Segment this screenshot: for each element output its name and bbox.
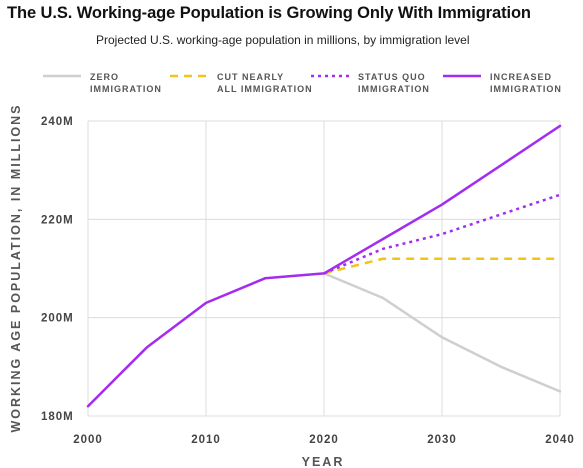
y-tick-label-200: 200M [41,313,74,325]
legend-item-cut-nearly-all-immigration: CUT NEARLY ALL IMMIGRATION [169,71,313,95]
legend-label-status-quo-immigration: STATUS QUO IMMIGRATION [358,72,430,94]
y-tick-label-180: 180M [41,411,74,423]
legend-swatch-cut-nearly-all-immigration [170,74,208,78]
y-axis-title: WORKING AGE POPULATION, IN MILLIONS [9,103,23,432]
legend-label-cut-nearly-all-immigration: CUT NEARLY ALL IMMIGRATION [217,72,313,94]
chart-title: The U.S. Working-age Population is Growi… [7,4,531,22]
x-tick-label-2040: 2040 [545,434,575,446]
series-lines [86,124,562,408]
legend-swatch-increased-immigration [443,74,481,78]
x-axis-title: YEAR [302,455,345,468]
series-line-increased-immigration [86,124,562,408]
legend-item-status-quo-immigration: STATUS QUO IMMIGRATION [310,71,430,95]
series-line-cut-nearly-all-immigration [323,257,560,275]
x-tick-label-2020: 2020 [309,434,339,446]
legend-label-increased-immigration: INCREASED IMMIGRATION [490,72,562,94]
x-tick-label-2030: 2030 [427,434,457,446]
legend-item-increased-immigration: INCREASED IMMIGRATION [442,71,562,95]
x-tick-label-2010: 2010 [191,434,221,446]
y-tick-label-240: 240M [41,116,74,128]
series-line-status-quo-immigration [323,193,561,275]
x-tick-label-2000: 2000 [73,434,103,446]
grid [87,120,561,417]
tick-labels: 2000 2010 2020 2030 2040 180M 200M 220M 240M [41,116,575,446]
y-tick-label-220: 220M [41,214,74,226]
legend-label-zero-immigration: ZERO IMMIGRATION [90,72,162,94]
chart-subtitle: Projected U.S. working-age population in… [96,33,470,47]
legend-swatch-zero-immigration [43,74,81,78]
series-line-zero-immigration [322,272,562,393]
legend-item-zero-immigration: ZERO IMMIGRATION [42,71,162,95]
